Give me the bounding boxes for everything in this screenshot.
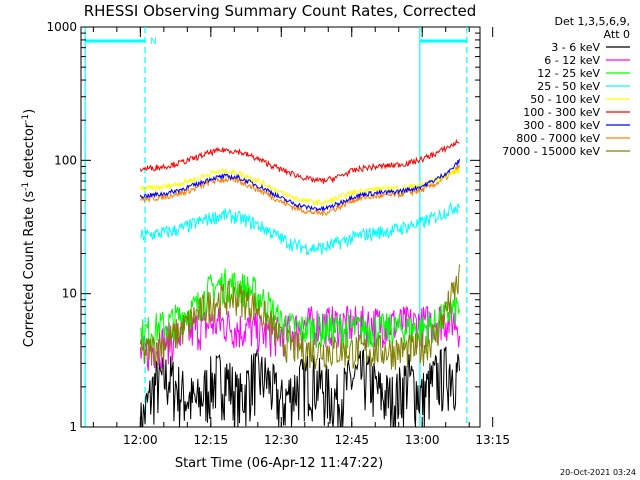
night-marker-label: N <box>150 37 157 47</box>
legend-label: 100 - 300 keV <box>523 106 600 119</box>
series-line-12-25-kev <box>139 268 460 353</box>
y-axis-label: Corrected Count Rate (s-1 detector-1) <box>21 109 37 347</box>
series-line-7000-15000-kev <box>139 264 460 370</box>
y-tick-label: 100 <box>54 153 77 167</box>
chart-title: RHESSI Observing Summary Count Rates, Co… <box>84 2 477 20</box>
series-line-3-6-kev <box>139 346 460 428</box>
legend-label: 300 - 800 keV <box>523 119 600 132</box>
series-line-25-50-kev <box>140 202 460 256</box>
generation-timestamp: 20-Oct-2021 03:24 <box>560 468 636 477</box>
x-tick-label: 13:15 <box>475 433 510 447</box>
x-axis-label: Start Time (06-Apr-12 11:47:22) <box>175 456 383 471</box>
legend-label: 12 - 25 keV <box>537 67 600 80</box>
legend-label: 50 - 100 keV <box>530 93 600 106</box>
y-axis-label-exp1: -1 <box>21 182 31 191</box>
series-line-300-800-kev <box>139 158 460 213</box>
x-tick-label: 13:00 <box>405 433 440 447</box>
y-axis-label-exp2: -1 <box>21 114 31 123</box>
legend-label: 6 - 12 keV <box>544 54 600 67</box>
x-tick-label: 12:15 <box>194 433 229 447</box>
series-line-100-300-kev <box>139 138 460 184</box>
legend-label: 3 - 6 keV <box>551 41 600 54</box>
x-axis: 12:00 12:15 12:30 12:45 13:00 13:15 <box>92 27 510 447</box>
legend-label: 25 - 50 keV <box>537 80 600 93</box>
legend-header-detectors: Det 1,3,5,6,9, <box>554 15 630 28</box>
y-axis-label-mid: detector <box>22 122 37 182</box>
y-tick-label: 1 <box>69 420 77 434</box>
x-tick-label: 12:00 <box>123 433 158 447</box>
y-axis-label-main: Corrected Count Rate (s <box>22 191 37 348</box>
x-tick-label: 12:30 <box>264 433 299 447</box>
legend-label: 800 - 7000 keV <box>516 132 600 145</box>
y-tick-label: 1000 <box>46 20 77 34</box>
series-lines <box>139 138 460 428</box>
y-axis-label-end: ) <box>22 109 37 114</box>
legend-label: 7000 - 15000 keV <box>502 145 600 158</box>
legend-header-attenuator: Att 0 <box>604 28 630 41</box>
x-tick-label: 12:45 <box>334 433 369 447</box>
y-tick-label: 10 <box>62 287 77 301</box>
y-axis: 1 10 100 1000 <box>46 20 480 434</box>
plot-frame <box>80 26 481 428</box>
